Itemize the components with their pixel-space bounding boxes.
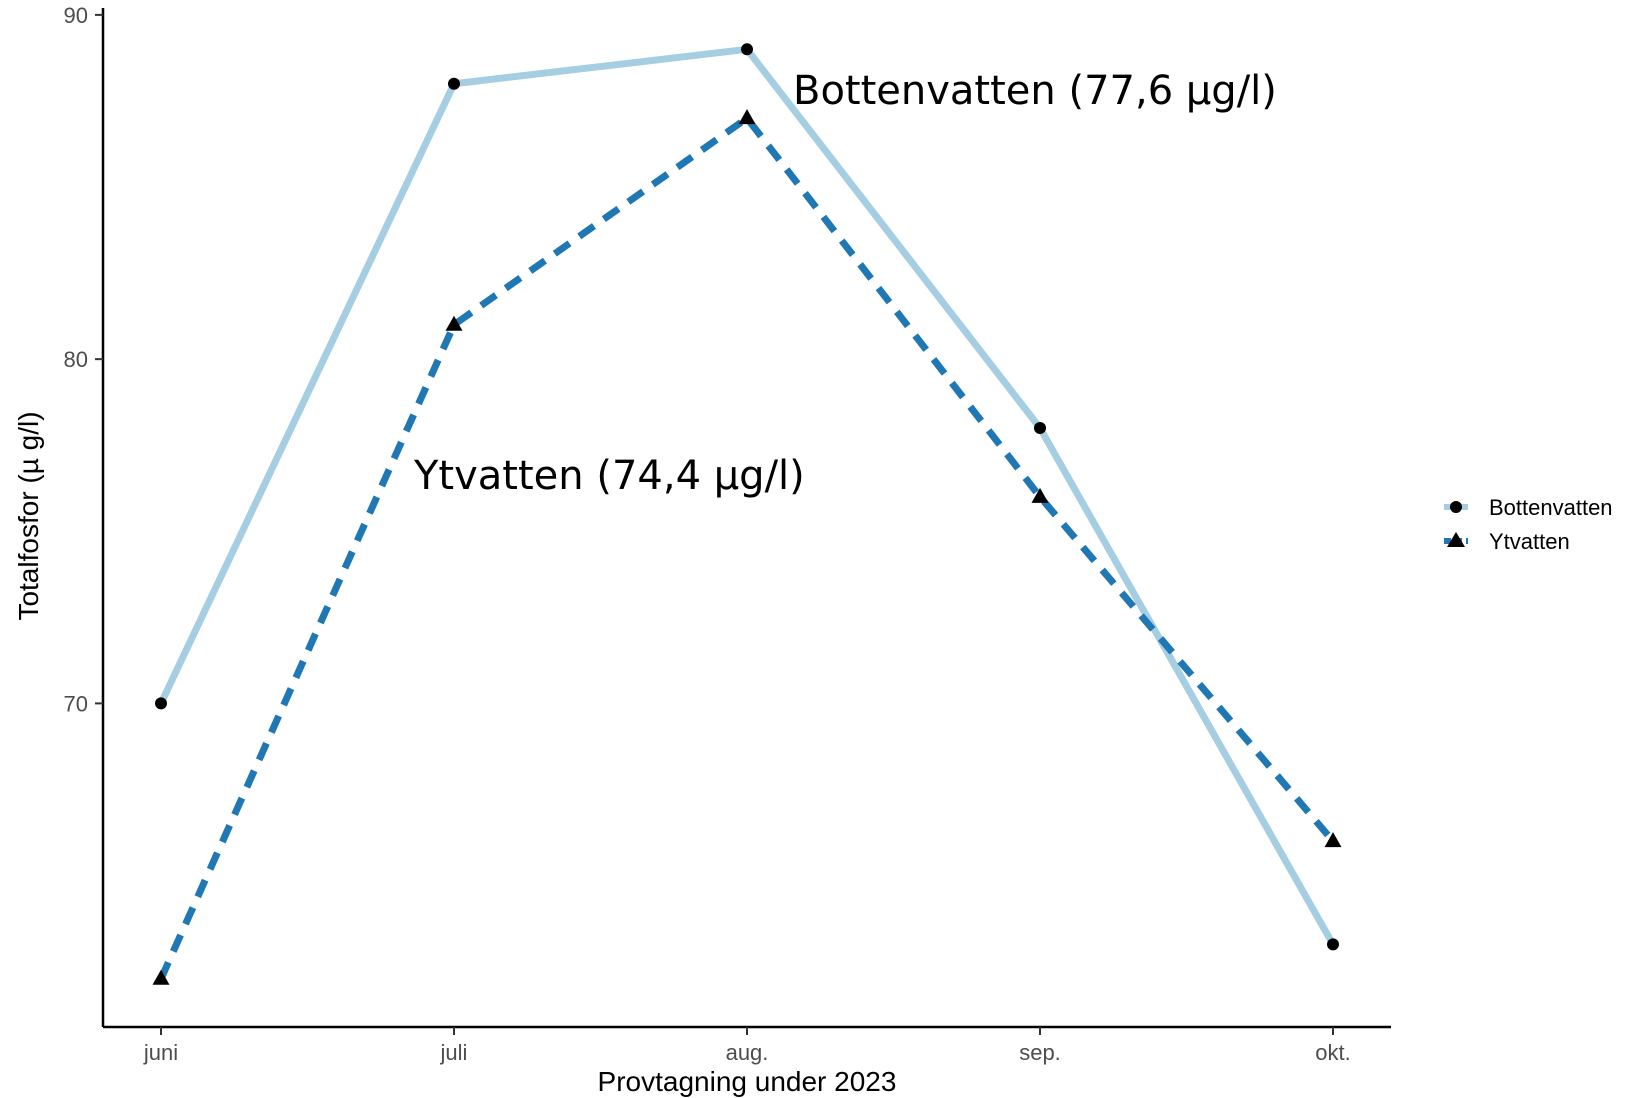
x-axis-title: Provtagning under 2023 [598,1066,897,1097]
annotation-ytvatten: Ytvatten (74,4 µg/l) [413,453,805,499]
x-tick-label-aug: aug. [726,1040,769,1065]
data-point-bottenvatten-juli [448,77,460,90]
legend-item-ytvatten: Ytvatten [1444,529,1570,554]
x-tick-label-sep: sep. [1019,1040,1061,1065]
ticks-layer: juni juli aug. sep. okt. 70 80 90 [64,3,1351,1065]
legend-key-marker-bottenvatten [1450,501,1462,513]
data-point-bottenvatten-okt [1327,938,1339,951]
axes-layer [101,8,1391,1029]
series-line-ytvatten [157,114,1336,981]
legend-key-marker-ytvatten [1447,532,1465,547]
data-point-ytvatten-sep [1031,487,1049,503]
annotation-bottenvatten: Bottenvatten (77,6 µg/l) [793,68,1277,114]
y-axis-title: Totalfosfor (µ g/l) [13,411,44,620]
markers-layer [152,43,1342,985]
legend: Bottenvatten Ytvatten [1444,495,1613,554]
legend-label-ytvatten: Ytvatten [1489,529,1570,554]
data-point-bottenvatten-aug [741,43,753,56]
data-point-ytvatten-juli [445,315,463,331]
x-tick-label-juli: juli [440,1040,468,1065]
series-layer [157,45,1337,981]
legend-label-bottenvatten: Bottenvatten [1489,495,1613,520]
data-point-bottenvatten-juni [155,697,167,710]
legend-item-bottenvatten: Bottenvatten [1444,495,1613,520]
y-tick-label-80: 80 [64,347,88,372]
data-point-ytvatten-aug [738,109,756,125]
x-tick-label-juni: juni [143,1040,178,1065]
y-tick-label-90: 90 [64,3,88,28]
data-point-ytvatten-okt [1324,832,1342,848]
y-tick-label-70: 70 [64,691,88,716]
x-tick-label-okt: okt. [1315,1040,1350,1065]
data-point-ytvatten-juni [152,969,170,985]
data-point-bottenvatten-sep [1034,421,1046,434]
